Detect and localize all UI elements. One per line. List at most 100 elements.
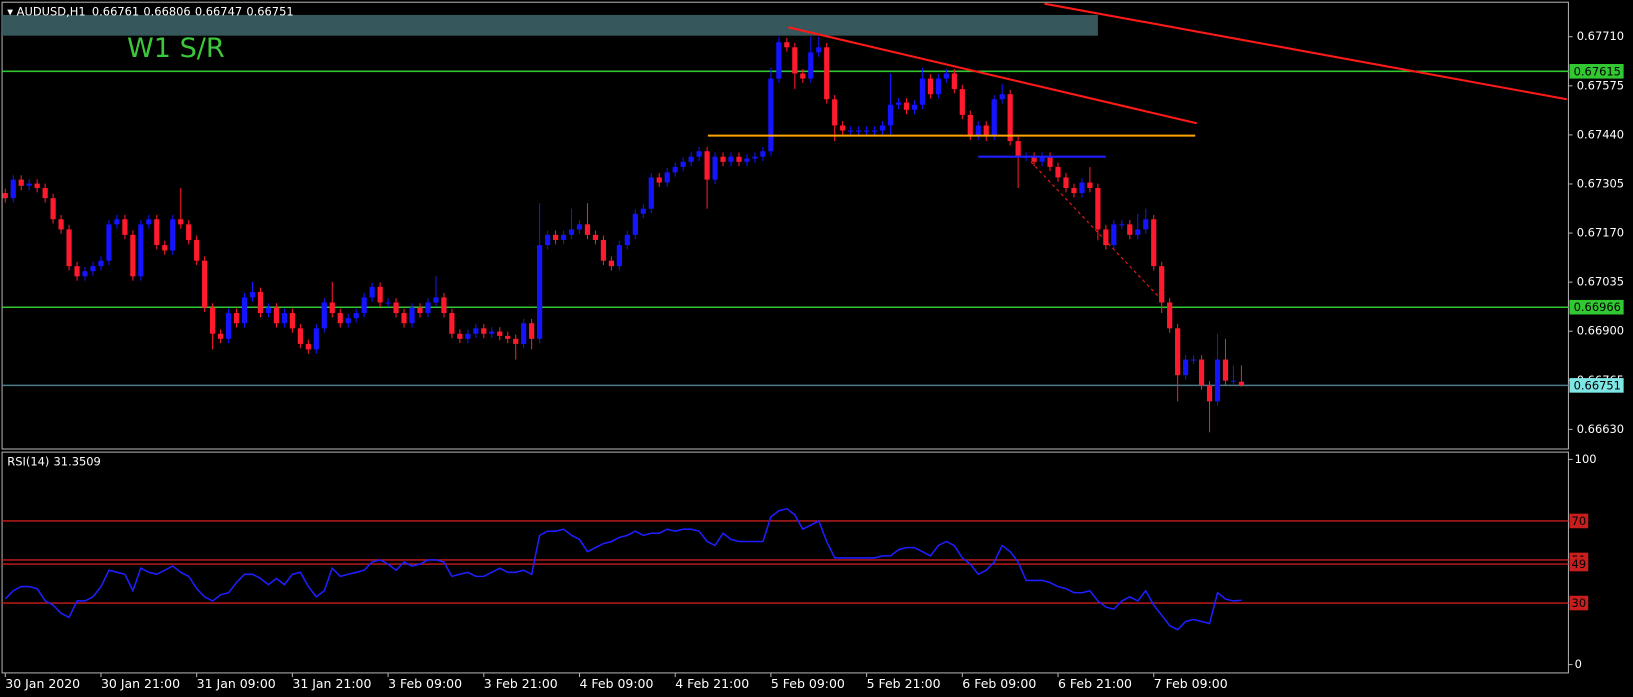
candle-body [680,161,686,167]
candle-body [98,260,104,267]
candle-body [66,229,72,267]
candle-body [297,328,303,344]
candle-body [218,333,224,339]
candle-body [353,313,359,319]
candle-body [1175,328,1181,376]
candle-body [146,219,152,225]
candle-body [792,47,798,74]
candle-body [401,313,407,324]
candle-body [186,224,192,240]
candle-body [744,158,750,162]
candle-body [887,104,894,126]
candle-body [903,102,910,110]
candle-body [90,266,96,272]
rsi-title: RSI(14) [7,454,49,468]
sr-zone-label: W1 S/R [127,33,225,64]
candle-body [648,177,654,209]
y-tick-label: 0.67710 [1577,29,1624,43]
candle-body [1167,302,1173,329]
candle-body [457,333,463,339]
candle-body [417,307,423,314]
candle-body [1190,359,1197,361]
candle-body [210,307,216,334]
candle-body [1095,187,1101,230]
candle-body [385,302,391,304]
y-tick-label: 0.67305 [1577,176,1624,190]
candle-body [824,47,830,100]
candle-body [42,187,48,199]
candle-body [1111,224,1117,246]
candle-body [640,208,646,214]
candle-body [975,125,981,136]
candle-body [26,183,32,186]
candle-body [265,307,272,314]
candle-body [856,130,862,132]
candle-body [257,291,264,314]
y-tick-label: 0.67440 [1577,127,1624,141]
candle-body [999,94,1005,100]
candle-body [329,302,335,314]
candle-body [776,42,782,79]
candle-body [1151,219,1157,267]
x-tick-label: 5 Feb 09:00 [771,676,845,691]
candle-body [393,302,399,314]
candle-body [616,245,622,267]
rsi-last: 31.3509 [54,454,101,468]
candle-body [449,313,455,334]
y-tick-label: 0.67035 [1577,275,1624,289]
candle-body [529,323,535,339]
x-tick-label: 3 Feb 21:00 [484,676,558,691]
candle-body [337,313,343,324]
candle-body [537,245,543,339]
candle-body [672,166,678,173]
candle-body [34,183,40,188]
price-badge [1569,378,1624,393]
candle-body [473,328,479,334]
candle-body [1055,166,1061,178]
candle-body [983,125,989,136]
candle-body [170,219,176,251]
candle-body [608,260,614,267]
candle-body [505,335,511,339]
x-tick-label: 7 Feb 09:00 [1154,676,1228,691]
candle-body [1127,224,1133,235]
candle-body [18,179,24,186]
candle-body [1063,177,1069,188]
candle-body [728,156,734,162]
price-badge [1569,299,1624,315]
candle-body [377,286,383,303]
price-badge-label: 0.67615 [1574,64,1621,78]
candle-body [433,297,439,303]
candle-body [74,266,80,277]
level-badge [1569,595,1589,611]
candle-body [1238,381,1245,386]
y-tick-label: 100 [1575,452,1597,466]
candle-body [544,234,551,246]
chart-header: ▾ AUDUSD,H1 0.66761 0.66806 0.66747 0.66751 [7,4,293,18]
candle-body [871,130,878,132]
x-tick-label: 3 Feb 09:00 [388,676,462,691]
candle-body [760,151,766,157]
header-high: 0.66806 [143,4,190,18]
header-open: 0.66761 [92,4,139,18]
candle-body [712,156,718,180]
x-tick-label: 6 Feb 21:00 [1058,676,1132,691]
candle-body [1143,219,1149,230]
candle-body [289,313,295,329]
candle-body [313,328,319,350]
candle-body [122,219,128,235]
symbol: AUDUSD,H1 [17,4,86,18]
candle-body [178,219,184,225]
candle-body [576,224,583,230]
candle-body [1047,156,1053,167]
candle-body [840,125,846,131]
sr-zone [2,14,1098,36]
header-low: 0.66747 [195,4,242,18]
candle-body [967,114,973,136]
candle-body [1119,224,1125,226]
candle-body [552,234,559,240]
